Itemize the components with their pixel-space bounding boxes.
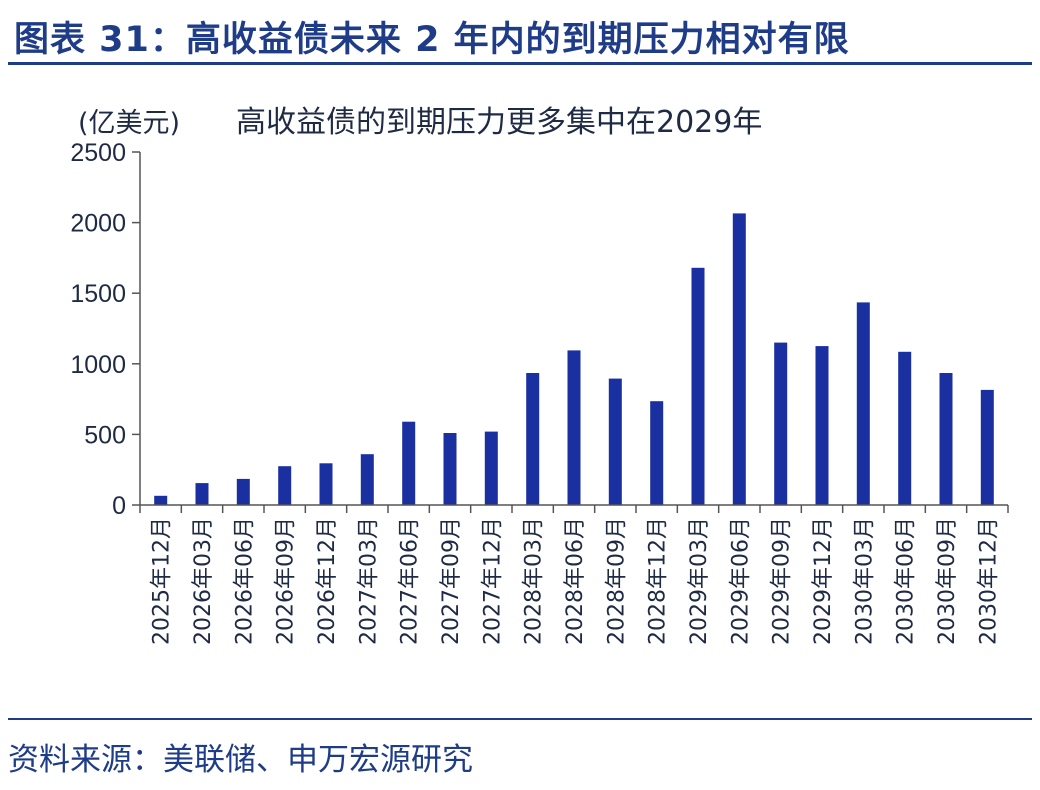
bar (402, 421, 416, 505)
bar (278, 466, 292, 505)
bar (898, 351, 912, 505)
bar (236, 478, 250, 505)
bar (650, 401, 664, 505)
bar (360, 454, 374, 505)
y-axis-unit-label: (亿美元) (78, 108, 180, 139)
x-tick-label: 2025年12月 (150, 517, 175, 645)
x-tick-label: 2030年03月 (852, 517, 877, 645)
bar (608, 378, 622, 505)
bar (567, 350, 581, 505)
chart-title: 高收益债的到期压力更多集中在2029年 (236, 105, 762, 140)
bars-group (154, 213, 994, 505)
x-tick-label: 2028年09月 (604, 517, 629, 645)
bar (732, 213, 746, 505)
x-tick-label: 2026年03月 (191, 517, 216, 645)
x-tick-label: 2026年12月 (315, 517, 340, 645)
x-tick-label: 2028年12月 (646, 517, 671, 645)
x-tick-label: 2030年09月 (935, 517, 960, 645)
x-tick-label: 2028年06月 (563, 517, 588, 645)
x-tick-label: 2027年06月 (398, 517, 423, 645)
figure-header: 图表 31：高收益债未来 2 年内的到期压力相对有限 (14, 10, 1026, 62)
bar (484, 431, 498, 505)
axes-group (132, 151, 1009, 513)
header-rule (8, 62, 1032, 65)
source-note: 资料来源：美联储、申万宏源研究 (8, 742, 473, 778)
figure-title: 图表 31：高收益债未来 2 年内的到期压力相对有限 (14, 19, 850, 60)
y-tick-label: 2000 (70, 210, 126, 238)
x-tick-label: 2029年12月 (811, 517, 836, 645)
bar (691, 267, 705, 505)
bar (443, 433, 457, 505)
bar (774, 342, 788, 505)
x-tick-label: 2027年09月 (439, 517, 464, 645)
y-tick-label: 0 (112, 492, 126, 520)
bar (319, 463, 333, 505)
bar (195, 483, 209, 505)
bar (154, 495, 168, 505)
bar (939, 373, 953, 505)
x-tick-label: 2029年06月 (728, 517, 753, 645)
bar (856, 302, 870, 505)
y-tick-label: 1500 (70, 280, 126, 308)
x-tick-labels: 2025年12月 2026年03月 2026年06月 2026年09月 2026年12月… (150, 517, 1002, 645)
x-tick-label: 2029年03月 (687, 517, 712, 645)
x-tick-label: 2029年09月 (770, 517, 795, 645)
bar (526, 373, 540, 505)
x-tick-label: 2027年03月 (356, 517, 381, 645)
y-tick-label: 1000 (70, 351, 126, 379)
bar (980, 389, 994, 505)
x-tick-label: 2027年12月 (480, 517, 505, 645)
x-tick-label: 2030年06月 (894, 517, 919, 645)
footer-rule (8, 718, 1032, 720)
x-tick-label: 2030年12月 (976, 517, 1001, 645)
x-tick-label: 2028年03月 (522, 517, 547, 645)
y-tick-label: 500 (84, 421, 126, 449)
y-tick-label: 2500 (70, 139, 126, 167)
x-tick-label: 2026年06月 (232, 517, 257, 645)
x-tick-label: 2026年09月 (274, 517, 299, 645)
bar (815, 346, 829, 505)
y-tick-labels: 0 500 1000 1500 2000 2500 (70, 139, 126, 520)
